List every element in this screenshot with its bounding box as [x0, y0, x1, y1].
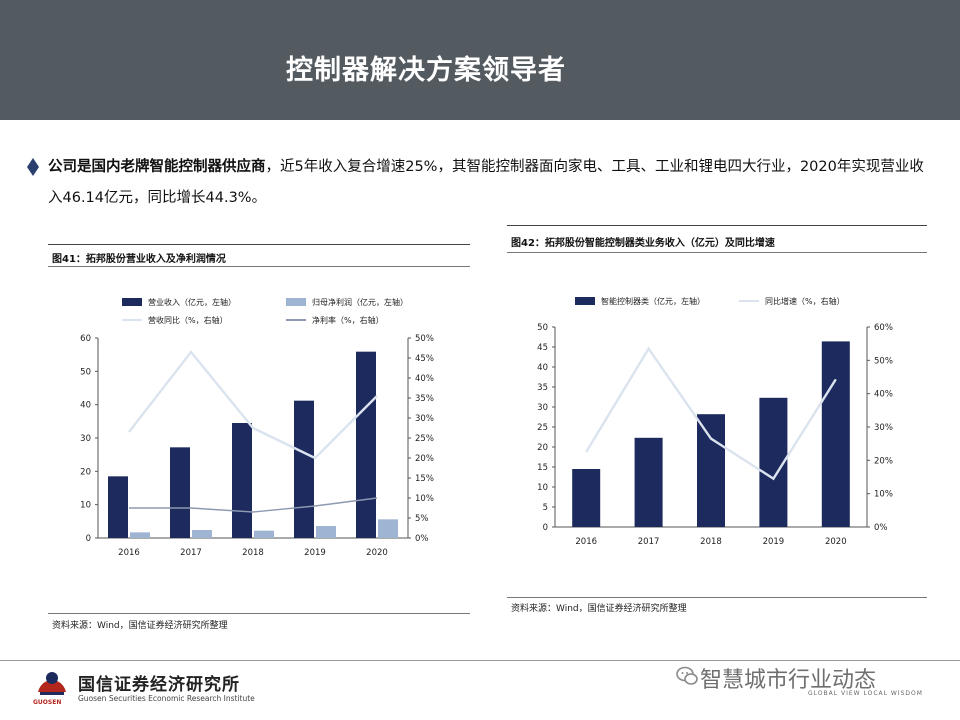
figure-right-bottom-rule — [507, 597, 927, 598]
y-left-tick-label: 0 — [543, 523, 548, 533]
bar-primary — [294, 400, 314, 538]
header-bar: 控制器解决方案领导者 — [0, 0, 960, 120]
diamond-bullet-icon — [27, 158, 39, 176]
y-left-tick-label: 30 — [80, 434, 91, 444]
bar-primary — [232, 423, 252, 538]
y-right-tick-label: 10% — [874, 490, 893, 500]
y-left-tick-label: 40 — [537, 363, 548, 373]
x-tick-label: 2019 — [763, 537, 785, 547]
figure-left-source: 资料来源：Wind，国信证券经济研究所整理 — [52, 621, 228, 631]
y-right-tick-label: 60% — [874, 323, 893, 333]
bullet-rest: ，近5年收入复合增速25%，其智能控制器面向家电、工具、工业和锂电四大行业，20… — [48, 159, 924, 206]
x-tick-label: 2017 — [638, 537, 660, 547]
institute-name-en: Guosen Securities Economic Research Inst… — [78, 694, 255, 703]
bar-primary — [572, 469, 601, 527]
figure-right-source: 资料来源：Wind，国信证券经济研究所整理 — [511, 604, 687, 614]
y-left-tick-label: 5 — [543, 503, 548, 513]
bullet-text: 公司是国内老牌智能控制器供应商，近5年收入复合增速25%，其智能控制器面向家电、… — [48, 152, 928, 214]
revenue-profit-chart: 0 10 20 30 40 50 60 0% 5% 10% 15% 20% 25% 30% 35% 40% 45… — [80, 297, 434, 558]
bar-primary — [356, 351, 376, 538]
y-left-tick-label: 10 — [537, 483, 548, 493]
line-series-2 — [129, 497, 378, 513]
y-right-tick-label: 20% — [415, 454, 434, 464]
bar-primary — [108, 476, 128, 538]
y-left-tick-label: 20 — [80, 467, 91, 477]
y-right-tick-label: 50% — [874, 356, 893, 366]
x-tick-label: 2020 — [825, 537, 847, 547]
line-series-1 — [128, 350, 378, 460]
bar-primary — [821, 341, 850, 527]
page-title: 控制器解决方案领导者 — [286, 55, 566, 86]
x-tick-label: 2019 — [304, 548, 326, 558]
bar-secondary — [316, 526, 336, 538]
y-right-tick-label: 25% — [415, 434, 434, 444]
bar-secondary — [130, 532, 150, 538]
figure-left-top-rule — [48, 244, 470, 245]
legend-label: 归母净利润（亿元，左轴） — [312, 297, 408, 307]
y-right-tick-label: 15% — [415, 474, 434, 484]
x-tick-label: 2018 — [242, 548, 264, 558]
figure-left-bottom-rule — [48, 613, 470, 614]
legend-label: 营收同比（%，右轴） — [148, 315, 228, 325]
figure-left-title: 图41：拓邦股份营业收入及净利润情况 — [52, 254, 226, 265]
bar-primary — [634, 437, 663, 527]
y-right-tick-label: 0% — [415, 534, 429, 544]
legend-swatch-bar — [575, 297, 595, 305]
y-right-tick-label: 30% — [874, 423, 893, 433]
y-right-tick-label: 5% — [415, 514, 429, 524]
x-tick-label: 2017 — [180, 548, 202, 558]
y-right-tick-label: 0% — [874, 523, 888, 533]
y-left-tick-label: 50 — [537, 323, 548, 333]
y-right-tick-label: 40% — [415, 374, 434, 384]
logo-mark-text: GUOSEN — [33, 699, 62, 706]
controller-revenue-chart: 0 5 10 15 20 25 30 35 40 45 50 0% 10% 20% 30% 40% 50% 60%… — [537, 296, 893, 547]
y-left-tick-label: 35 — [537, 383, 548, 393]
x-tick-label: 2018 — [700, 537, 722, 547]
bullet-strong: 公司是国内老牌智能控制器供应商 — [48, 159, 266, 175]
guosen-logo-icon — [38, 672, 66, 695]
x-tick-label: 2016 — [118, 548, 140, 558]
y-left-tick-label: 15 — [537, 463, 548, 473]
y-right-tick-label: 20% — [874, 456, 893, 466]
y-left-tick-label: 0 — [86, 534, 91, 544]
bar-primary — [697, 414, 725, 527]
y-right-tick-label: 45% — [415, 354, 434, 364]
y-right-tick-label: 10% — [415, 494, 434, 504]
line-series-1 — [585, 346, 837, 481]
legend-swatch-bar — [122, 298, 142, 306]
x-tick-label: 2016 — [575, 537, 597, 547]
bar-secondary — [378, 519, 398, 538]
y-right-tick-label: 40% — [874, 390, 893, 400]
y-left-tick-label: 10 — [80, 501, 91, 511]
y-left-tick-label: 25 — [537, 423, 548, 433]
bar-secondary — [254, 530, 274, 538]
bar-primary — [170, 447, 190, 538]
footer-divider — [0, 660, 960, 661]
y-right-tick-label: 50% — [415, 334, 434, 344]
legend-swatch-bar — [286, 298, 306, 306]
legend-label: 智能控制器类（亿元，左轴） — [601, 296, 705, 306]
figure-right-title-rule — [507, 252, 927, 253]
wechat-icon — [676, 666, 698, 685]
x-tick-label: 2020 — [366, 548, 388, 558]
bar-secondary — [192, 530, 212, 538]
legend-label: 同比增速（%，右轴） — [765, 296, 845, 306]
y-right-tick-label: 30% — [415, 414, 434, 424]
watermark-subtext: GLOBAL VIEW LOCAL WISDOM — [808, 690, 923, 697]
institute-name: 国信证券经济研究所 — [78, 675, 240, 695]
y-right-tick-label: 35% — [415, 394, 434, 404]
watermark-text: 智慧城市行业动态 — [700, 668, 877, 693]
figure-right-title: 图42：拓邦股份智能控制器类业务收入（亿元）及同比增速 — [511, 238, 775, 249]
y-left-tick-label: 20 — [537, 443, 548, 453]
y-left-tick-label: 50 — [80, 367, 91, 377]
y-left-tick-label: 30 — [537, 403, 548, 413]
figure-left-title-rule — [48, 266, 470, 267]
y-left-tick-label: 45 — [537, 343, 548, 353]
legend-label: 净利率（%，右轴） — [312, 315, 384, 325]
figure-right-top-rule — [507, 225, 927, 226]
y-left-tick-label: 60 — [80, 334, 91, 344]
legend-label: 营业收入（亿元，左轴） — [148, 297, 236, 307]
y-left-tick-label: 40 — [80, 401, 91, 411]
